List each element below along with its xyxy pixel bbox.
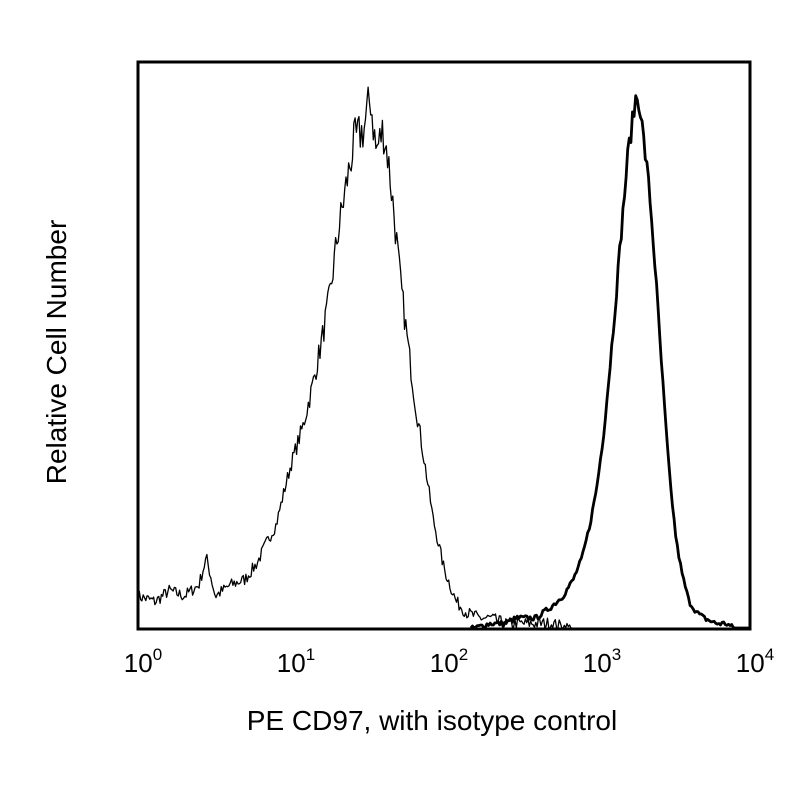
x-tick-label: 103 <box>583 645 621 678</box>
x-axis-label: PE CD97, with isotype control <box>247 705 617 736</box>
x-tick-label: 101 <box>277 645 315 678</box>
x-tick-label: 102 <box>430 645 468 678</box>
x-tick-labels: 100 101 102 103 104 <box>124 645 774 678</box>
x-tick-label: 100 <box>124 645 162 678</box>
y-axis-label: Relative Cell Number <box>41 220 72 485</box>
series-layer <box>137 86 750 630</box>
cd97-stained-histogram <box>469 94 750 630</box>
plot-frame <box>136 60 752 631</box>
x-tick-label: 104 <box>736 645 774 678</box>
isotype-control-histogram <box>137 86 573 629</box>
